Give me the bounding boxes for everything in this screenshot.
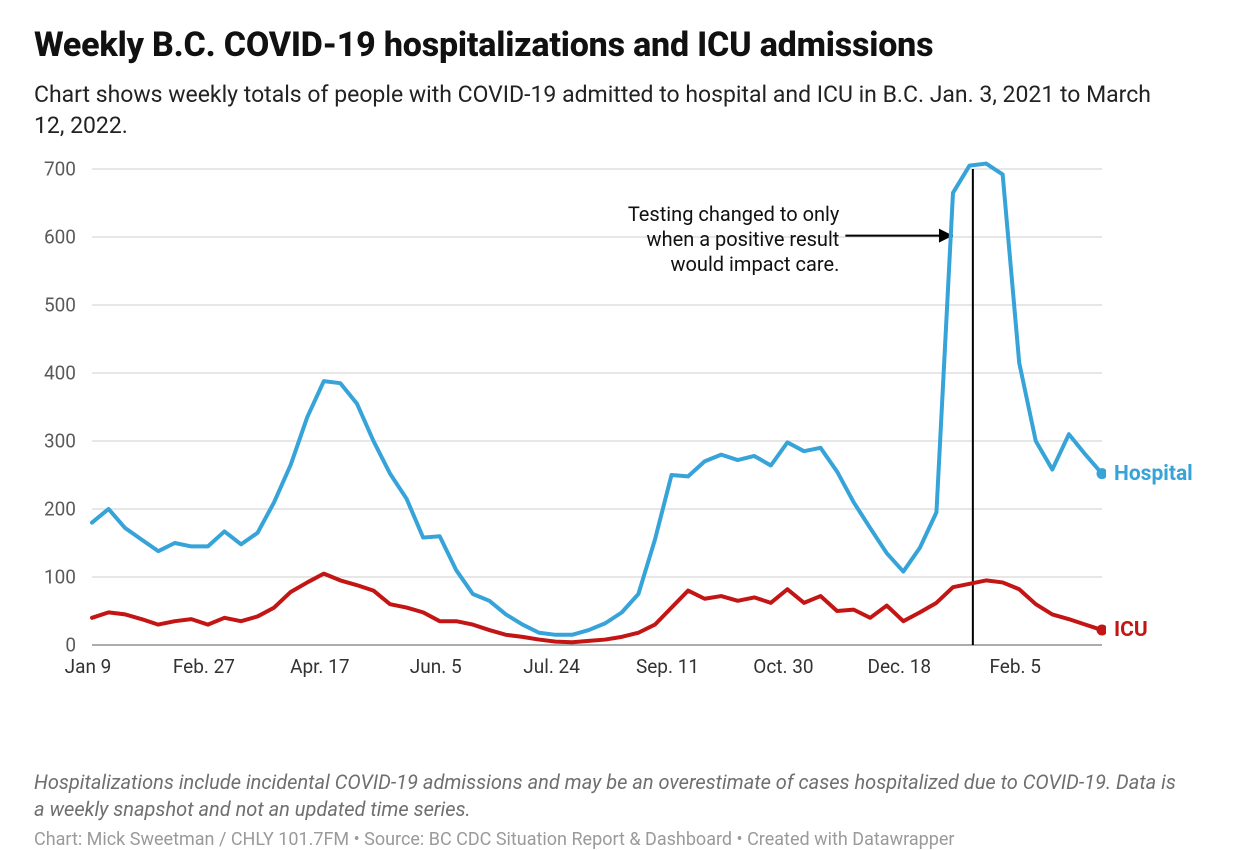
y-tick-label: 300 bbox=[34, 430, 76, 453]
annotation-line: would impact care. bbox=[579, 252, 839, 277]
chart-footnote: Hospitalizations include incidental COVI… bbox=[34, 769, 1184, 823]
x-tick-label: Jun. 5 bbox=[410, 655, 462, 678]
x-tick-label: Apr. 17 bbox=[290, 655, 349, 678]
chart-area: 0 100 200 300 400 500 600 700 Jan 9 Feb. 27 Apr. … bbox=[34, 161, 1206, 721]
x-tick-label: Jan 9 bbox=[65, 655, 112, 678]
y-tick-label: 400 bbox=[34, 362, 76, 385]
y-axis-ticks: 0 100 200 300 400 500 600 700 bbox=[34, 161, 76, 721]
x-tick-label: Feb. 5 bbox=[989, 655, 1040, 678]
chart-description: Chart shows weekly totals of people with… bbox=[34, 79, 1174, 141]
x-tick-label: Feb. 27 bbox=[173, 655, 235, 678]
x-tick-label: Dec. 18 bbox=[868, 655, 932, 678]
x-tick-label: Sep. 11 bbox=[636, 655, 699, 678]
y-tick-label: 0 bbox=[34, 634, 76, 657]
icu-series-label: ICU bbox=[1114, 618, 1148, 642]
x-tick-label: Jul. 24 bbox=[523, 655, 580, 678]
x-tick-label: Oct. 30 bbox=[753, 655, 813, 678]
chart-title: Weekly B.C. COVID-19 hospitalizations an… bbox=[34, 26, 1206, 65]
annotation-line: Testing changed to only bbox=[579, 202, 839, 227]
y-tick-label: 500 bbox=[34, 294, 76, 317]
y-tick-label: 100 bbox=[34, 566, 76, 589]
annotation-line: when a positive result bbox=[579, 227, 839, 252]
chart-annotation: Testing changed to onlywhen a positive r… bbox=[579, 202, 839, 277]
y-tick-label: 600 bbox=[34, 226, 76, 249]
hospital-series-label: Hospital bbox=[1114, 462, 1193, 486]
y-tick-label: 700 bbox=[34, 158, 76, 181]
x-axis-ticks: Jan 9Feb. 27Apr. 17Jun. 5Jul. 24Sep. 11O… bbox=[88, 655, 1098, 683]
y-tick-label: 200 bbox=[34, 498, 76, 521]
